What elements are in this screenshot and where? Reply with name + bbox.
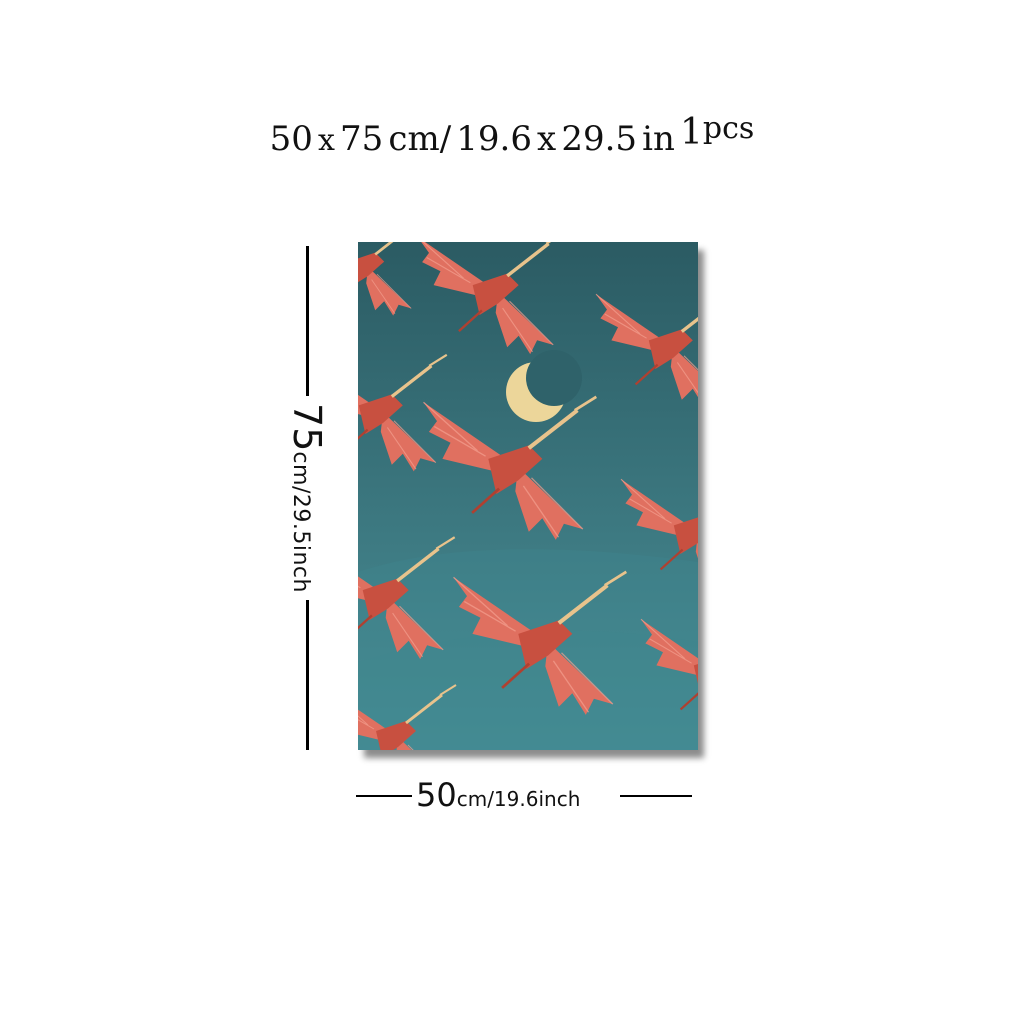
height-dimension-line-bottom (306, 600, 309, 750)
height-dimension-line-top (306, 246, 309, 396)
crescent-moon (506, 350, 582, 422)
width-label: 50cm/19.6inch (416, 776, 581, 814)
width-dimension-line-right (620, 795, 692, 797)
canvas-artwork (358, 242, 698, 750)
size-title: 50 x 75 cm/ 19.6 x 29.5 in 1pcs (269, 111, 755, 159)
width-dimension-line-left (356, 795, 412, 797)
artwork-illustration (358, 242, 698, 750)
height-label: 75cm/29.5inch (285, 403, 329, 593)
